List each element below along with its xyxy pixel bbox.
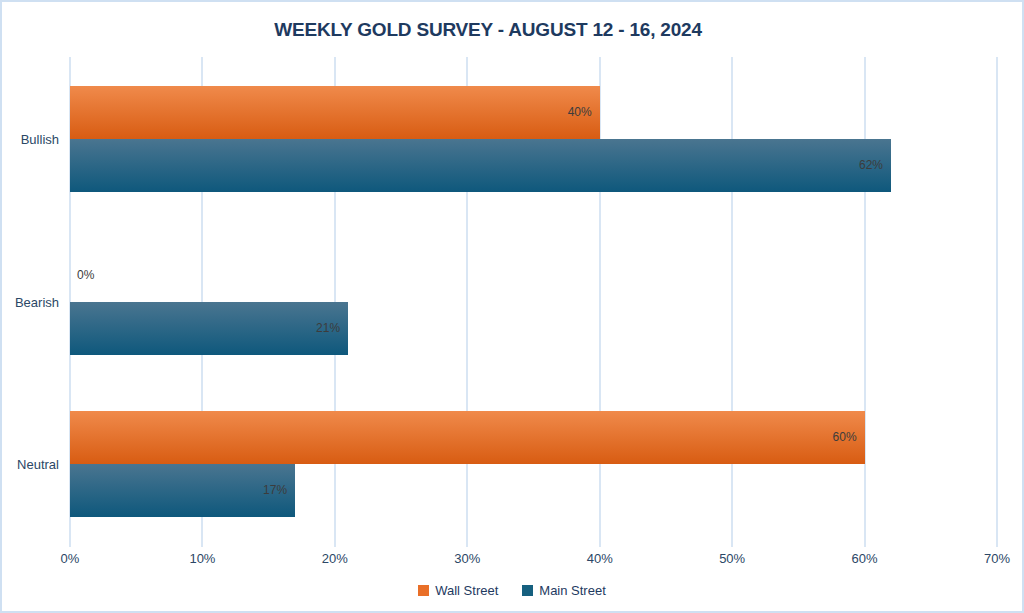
legend-item-wall-street: Wall Street (418, 583, 498, 598)
gridline-70 (996, 57, 998, 547)
chart-title: WEEKLY GOLD SURVEY - AUGUST 12 - 16, 202… (2, 19, 974, 41)
plot-area: 0%10%20%30%40%50%60%70%Bullish40%62%Bear… (70, 57, 997, 542)
chart-canvas: WEEKLY GOLD SURVEY - AUGUST 12 - 16, 202… (0, 0, 1024, 613)
x-tick-label-40: 40% (587, 551, 613, 566)
legend-item-main-street: Main Street (522, 583, 605, 598)
bar-bullish-main-street (70, 139, 891, 192)
bar-bearish-main-street (70, 302, 348, 355)
bar-label-neutral-wall-street: 60% (833, 411, 857, 464)
legend: Wall Street Main Street (2, 583, 1022, 598)
bar-label-bearish-main-street: 21% (316, 302, 340, 355)
gridline-60 (864, 57, 866, 547)
legend-label-wall-street: Wall Street (435, 583, 498, 598)
bar-label-bullish-main-street: 62% (859, 139, 883, 192)
category-label-bearish: Bearish (15, 294, 59, 309)
bar-label-neutral-main-street: 17% (263, 464, 287, 517)
bar-neutral-main-street (70, 464, 295, 517)
category-label-neutral: Neutral (17, 457, 59, 472)
legend-swatch-wall-street-icon (418, 585, 429, 596)
legend-label-main-street: Main Street (539, 583, 605, 598)
bar-label-bearish-wall-street: 0% (77, 249, 94, 302)
x-tick-label-20: 20% (322, 551, 348, 566)
x-tick-label-60: 60% (852, 551, 878, 566)
bar-bullish-wall-street (70, 86, 600, 139)
category-label-bullish: Bullish (21, 132, 59, 147)
x-tick-label-30: 30% (454, 551, 480, 566)
bar-neutral-wall-street (70, 411, 865, 464)
x-tick-label-0: 0% (61, 551, 80, 566)
x-tick-label-70: 70% (984, 551, 1010, 566)
x-tick-label-50: 50% (719, 551, 745, 566)
gridline-50 (731, 57, 733, 547)
legend-swatch-main-street-icon (522, 585, 533, 596)
bar-label-bullish-wall-street: 40% (568, 86, 592, 139)
x-tick-label-10: 10% (189, 551, 215, 566)
